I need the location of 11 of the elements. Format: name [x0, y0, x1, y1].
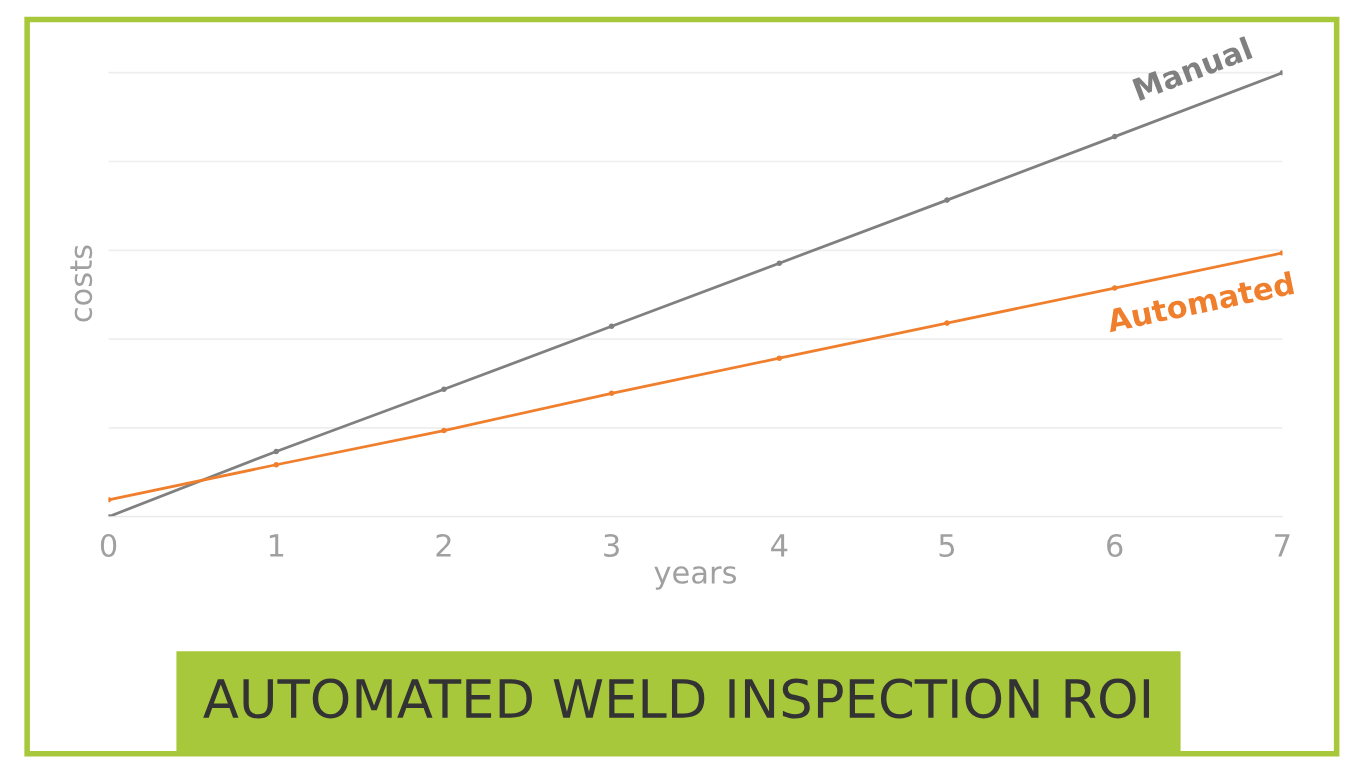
- x-tick-label: 4: [771, 534, 788, 557]
- x-tick-label: 7: [1275, 534, 1290, 557]
- x-tick-label: 5: [939, 534, 955, 558]
- x-tick-label: 6: [1107, 533, 1123, 558]
- y-axis-title: costs: [70, 245, 93, 322]
- x-tick-label: 2: [436, 533, 451, 557]
- x-tick-label: 1: [269, 534, 284, 557]
- x-tick-label: 0: [100, 533, 117, 558]
- x-tick-label: 3: [604, 533, 619, 558]
- x-axis-title: years: [654, 566, 737, 590]
- text: AUTOMATED WELD INSPECTION ROI: [203, 678, 1149, 719]
